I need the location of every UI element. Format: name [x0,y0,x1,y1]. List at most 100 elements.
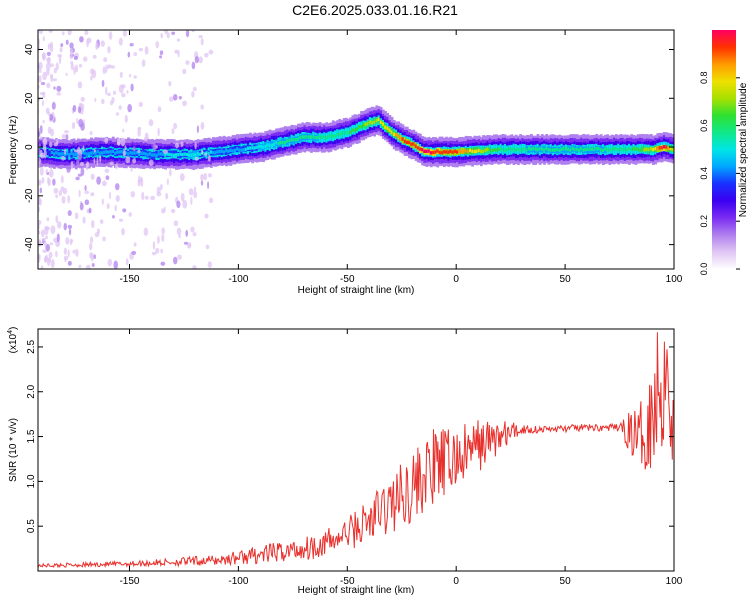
spectrogram-noise-blob [55,250,58,258]
colorbar-tick-label: 0.2 [699,215,709,228]
spectrogram-noise-blob [176,227,182,236]
spectrogram-noise-blob [183,241,188,245]
spectrogram-x-axis-label: Height of straight line (km) [298,285,415,296]
spectrogram-cell [286,139,289,143]
spectrogram-noise-blob [96,176,102,185]
spectrogram-noise-blob [203,52,209,58]
spectrogram-x-tick-label: 100 [666,274,683,285]
spectrogram-cell [593,147,596,151]
spectrogram-noise-blob [166,178,169,186]
spectrogram-cell [628,147,631,151]
spectrogram-noise-blob [155,41,160,49]
spectrogram-cell [488,147,492,152]
spectrogram-cell [172,153,176,157]
spectrogram-noise-blob [70,47,74,57]
spectrogram-panel: -150 -100 -50 0 50 100 -40 -20 0 20 40 Height of … [8,29,683,296]
spectrogram-noise-blob [70,239,74,243]
spectrogram-noise-blob [63,247,68,255]
spectrogram-cell [118,150,122,154]
spectrogram-noise-blob [176,38,181,42]
snr-x-axis-label: Height of straight line (km) [298,585,415,596]
spectrogram-noise-blob [101,79,105,88]
snr-x-tick-label: 50 [560,576,572,587]
spectrogram-cell [373,117,377,124]
spectrogram-cell [643,148,647,152]
spectrogram-noise-blob [64,148,67,155]
spectrogram-cell [127,152,130,156]
spectrogram-noise-blob [50,75,54,83]
spectrogram-cell [140,151,143,155]
spectrogram-cell [133,151,137,155]
spectrogram-noise-blob [152,142,157,152]
snr-y-tick-label: 0.5 [26,519,37,533]
spectrogram-cell [92,151,96,155]
spectrogram-cell [177,153,180,157]
spectrogram-cell [301,135,305,139]
spectrogram-noise-blob [78,63,83,68]
spectrogram-cell [87,152,91,156]
spectrogram-cell [305,135,309,139]
spectrogram-noise-blob [38,149,41,155]
spectrogram-cell [90,151,93,155]
spectrogram-cell [129,150,133,155]
spectrogram-cell [649,147,653,151]
spectrogram-noise-blob [88,242,93,251]
spectrogram-cell [373,120,377,125]
spectrogram-cell [599,148,603,152]
spectrogram-cell [268,143,272,147]
spectrogram-cell [288,138,292,142]
spectrogram-noise-blob [91,220,95,229]
spectrogram-noise-blob [164,30,169,35]
spectrogram-cell [53,152,56,156]
spectrogram-y-tick-label: 20 [24,92,35,104]
spectrogram-noise-blob [76,118,79,124]
spectrogram-cell [146,153,150,157]
spectrogram-cell [55,151,59,155]
spectrogram-cell [105,150,109,154]
spectrogram-noise-blob [104,137,109,144]
spectrogram-cell [499,147,503,151]
spectrogram-noise-blob [50,259,55,269]
spectrogram-noise-blob [196,125,199,134]
spectrogram-noise-blob [39,91,45,96]
spectrogram-noise-blob [46,217,50,222]
spectrogram-cell [275,140,278,145]
spectrogram-cell [493,147,496,152]
spectrogram-cell [314,135,318,140]
spectrogram-noise-blob [43,137,47,145]
spectrogram-cell [238,148,241,152]
spectrogram-cell [168,152,172,157]
spectrogram-cell [310,135,313,139]
spectrogram-cell [421,147,424,152]
snr-x-ticks: -150 -100 -50 0 50 100 [119,329,683,587]
spectrogram-noise-blob [132,146,136,152]
spectrogram-y-tick-label: -20 [24,188,35,203]
snr-frame [37,328,675,572]
colorbar-tick-label: 0.0 [699,263,709,276]
spectrogram-noise-blob [190,226,195,233]
spectrogram-noise-blob [49,41,53,48]
spectrogram-noise-blob [143,227,149,237]
spectrogram-noise-blob [94,97,97,102]
spectrogram-cell [519,148,522,153]
spectrogram-noise-blob [168,168,172,177]
spectrogram-noise-blob [53,187,59,194]
spectrogram-cell [497,147,501,152]
spectrogram-cell [381,122,385,126]
spectrogram-cell [662,145,666,149]
spectrogram-cell [451,150,455,154]
spectrogram-x-tick-label: -50 [340,274,355,285]
spectrogram-cell [401,137,405,141]
spectrogram-noise-blob [48,251,53,259]
spectrogram-noise-blob [140,178,144,187]
spectrogram-noise-blob [204,152,208,157]
spectrogram-cell [558,148,562,152]
spectrogram-frame [37,29,675,270]
spectrogram-cell [124,151,128,155]
spectrogram-noise-blob [82,145,85,152]
spectrogram-cell [96,149,100,154]
spectrogram-noise-blob [73,55,78,61]
spectrogram-cell [410,142,414,146]
spectrogram-noise-blob [47,176,50,185]
spectrogram-noise-blob [120,137,126,147]
